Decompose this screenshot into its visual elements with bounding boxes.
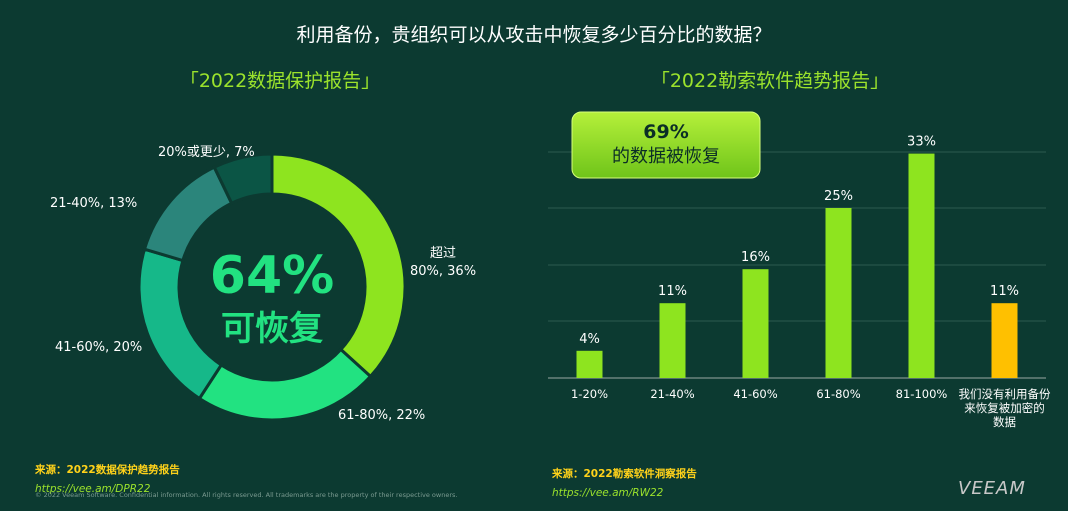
- page-title: 利用备份，贵组织可以从攻击中恢复多少百分比的数据？: [296, 24, 772, 46]
- left-source-prefix: 来源：: [35, 464, 67, 476]
- bar-category-label: 61-80%: [816, 387, 860, 401]
- right-source: 来源：2022勒索软件洞察报告 https://vee.am/RW22: [552, 462, 697, 500]
- donut-label: 41-60%, 20%: [55, 340, 142, 355]
- bar-category-label: 数据: [993, 415, 1016, 429]
- right-subtitle: 「2022勒索软件趋势报告」: [650, 70, 890, 92]
- donut-slice: [212, 152, 274, 206]
- bar: [576, 350, 603, 378]
- bar: [659, 303, 686, 378]
- bar: [908, 153, 935, 378]
- callout-value: 69%: [643, 121, 688, 143]
- bar-value-label: 16%: [741, 250, 770, 265]
- bar-value-label: 33%: [907, 135, 936, 150]
- bar-value-label: 4%: [579, 332, 600, 347]
- donut-label: 20%或更少, 7%: [158, 145, 255, 160]
- bar: [825, 208, 852, 378]
- donut-slice: [270, 152, 407, 379]
- bar-value-label: 11%: [658, 284, 687, 299]
- veeam-logo: VEEAM: [958, 478, 1026, 499]
- copyright-text: © 2022 Veeam Software. Confidential info…: [35, 491, 458, 499]
- left-source-url[interactable]: https://vee.am/DPR22: [35, 483, 151, 495]
- bar-category-label: 81-100%: [896, 387, 948, 401]
- donut-label: 21-40%, 13%: [50, 196, 137, 211]
- callout-label: 的数据被恢复: [612, 146, 720, 167]
- bar: [742, 269, 769, 378]
- donut-label: 80%, 36%: [410, 264, 476, 279]
- bar: [991, 303, 1018, 378]
- bar-category-label: 来恢复被加密的: [964, 401, 1045, 415]
- left-subtitle: 「2022数据保护报告」: [179, 70, 381, 92]
- right-source-name: 2022勒索软件洞察报告: [583, 468, 697, 480]
- left-source-name: 2022数据保护趋势报告: [66, 464, 180, 476]
- right-source-prefix: 来源：: [552, 468, 584, 480]
- donut-label: 超过: [430, 246, 456, 261]
- right-source-url[interactable]: https://vee.am/RW22: [552, 487, 664, 499]
- bar-chart: 4% 1-20% 11% 21-40% 16% 41-60% 25% 61-80% 33% 81-…: [548, 135, 1051, 429]
- bar-value-label: 11%: [990, 284, 1019, 299]
- bar-category-label: 21-40%: [650, 387, 694, 401]
- bar-value-label: 25%: [824, 189, 853, 204]
- donut-chart: 超过 80%, 36% 61-80%, 22% 41-60%, 20% 21-40%, …: [50, 145, 476, 423]
- bar-category-label: 我们没有利用备份: [959, 387, 1051, 401]
- donut-center-value: 64%: [210, 246, 334, 306]
- bar-category-label: 41-60%: [733, 387, 777, 401]
- left-source: 来源：2022数据保护趋势报告 https://vee.am/DPR22: [35, 458, 180, 496]
- donut-label: 61-80%, 22%: [338, 408, 425, 423]
- callout-box: 69% 的数据被恢复: [571, 111, 761, 179]
- bar-category-label: 1-20%: [571, 387, 608, 401]
- donut-center-label: 可恢复: [221, 309, 323, 349]
